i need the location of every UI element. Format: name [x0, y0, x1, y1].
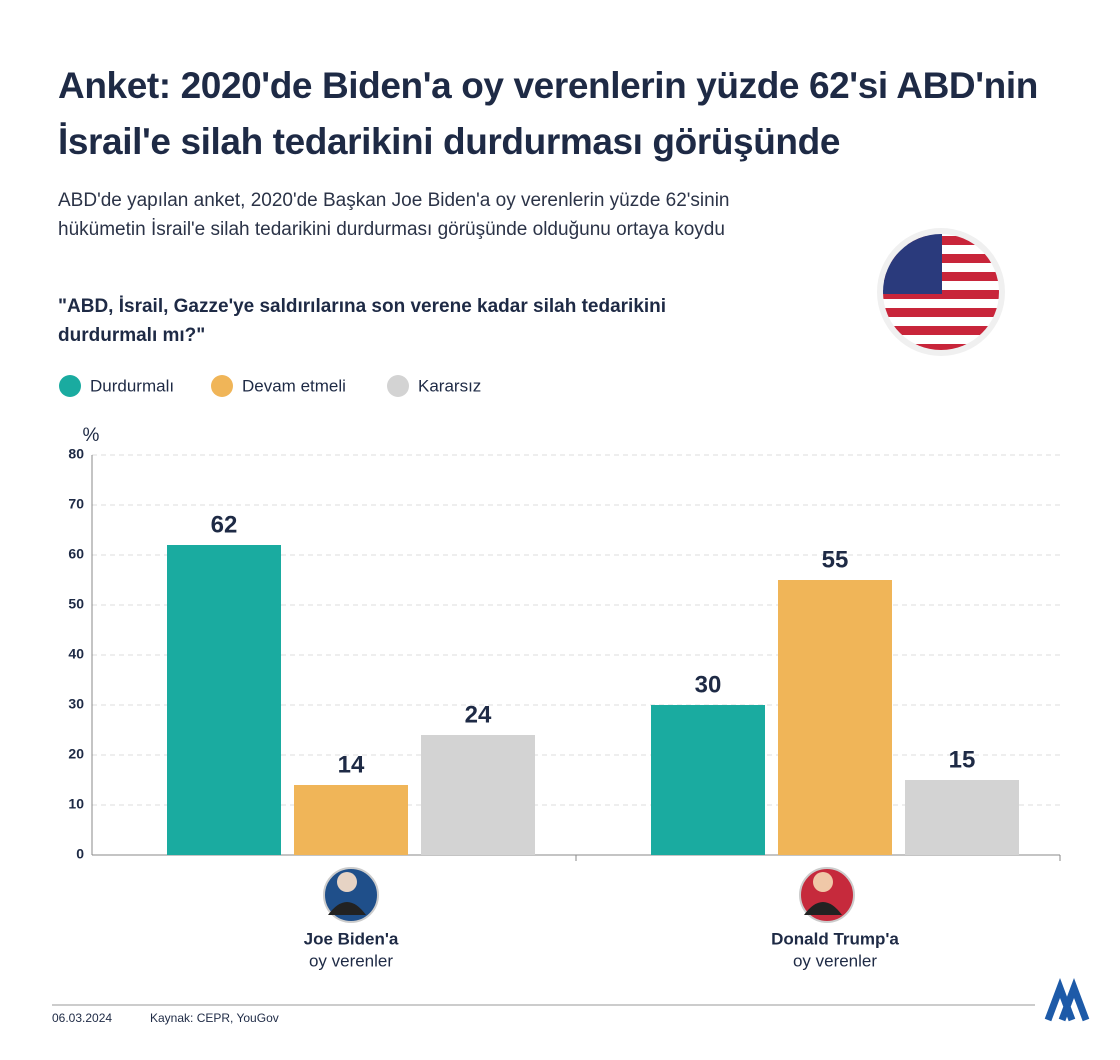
- value-label: 62: [211, 511, 238, 538]
- value-label: 15: [949, 746, 976, 773]
- value-label: 30: [695, 671, 722, 698]
- y-tick-label: 10: [68, 796, 84, 812]
- date: 06.03.2024: [52, 1011, 112, 1025]
- y-tick-label: 50: [68, 596, 84, 612]
- legend-label: Kararsız: [418, 376, 481, 395]
- x-tick-sublabel: oy verenler: [793, 951, 877, 970]
- y-tick-label: 60: [68, 546, 84, 562]
- question: "ABD, İsrail, Gazze'ye saldırılarına son…: [58, 296, 667, 346]
- legend-label: Devam etmeli: [242, 376, 346, 395]
- bar: [905, 780, 1019, 855]
- legend-swatch: [211, 375, 233, 397]
- value-label: 14: [338, 751, 365, 778]
- legend-label: Durdurmalı: [90, 376, 174, 395]
- y-tick-label: 80: [68, 446, 84, 462]
- portrait-trump: [799, 867, 855, 923]
- y-tick-label: 70: [68, 496, 84, 512]
- bar: [778, 580, 892, 855]
- aa-logo: [1044, 978, 1090, 1022]
- legend-swatch: [387, 375, 409, 397]
- y-tick-label: 40: [68, 646, 84, 662]
- x-tick-sublabel: oy verenler: [309, 951, 393, 970]
- bar: [294, 785, 408, 855]
- x-tick-label: Joe Biden'a: [304, 929, 399, 948]
- subtitle: ABD'de yapılan anket, 2020'de Başkan Joe…: [58, 190, 730, 240]
- value-label: 24: [465, 701, 492, 728]
- y-axis-label: %: [83, 425, 100, 446]
- bar: [651, 705, 765, 855]
- y-tick-label: 0: [76, 846, 84, 862]
- y-tick-label: 20: [68, 746, 84, 762]
- title: Anket: 2020'de Biden'a oy verenlerin yüz…: [58, 65, 1038, 162]
- value-label: 55: [822, 546, 849, 573]
- source: Kaynak: CEPR, YouGov: [150, 1011, 279, 1025]
- bar: [421, 735, 535, 855]
- us-flag: [877, 228, 1005, 356]
- legend-swatch: [59, 375, 81, 397]
- x-tick-label: Donald Trump'a: [771, 929, 899, 948]
- bar: [167, 545, 281, 855]
- y-tick-label: 30: [68, 696, 84, 712]
- portrait-biden: [323, 867, 379, 923]
